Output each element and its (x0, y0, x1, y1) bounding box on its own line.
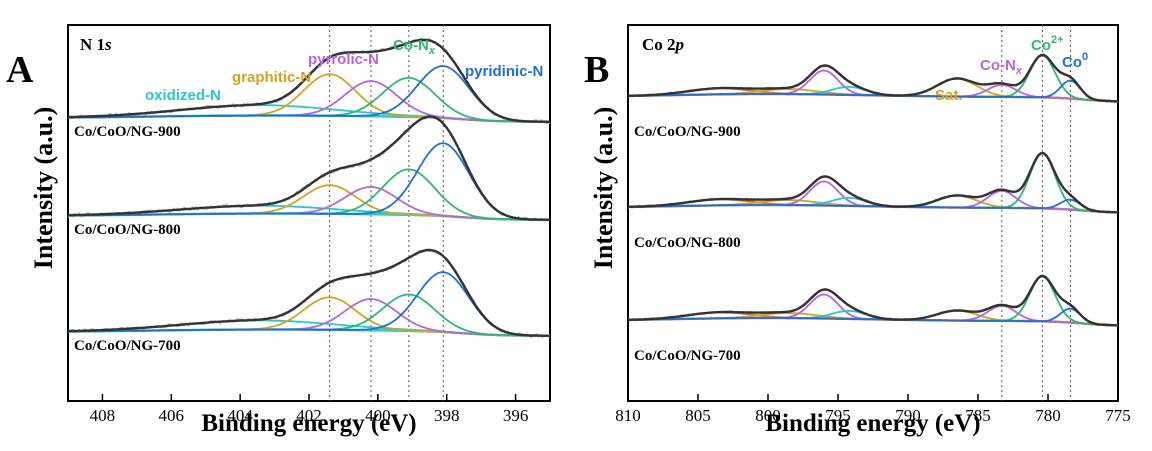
fit-envelope-line (628, 151, 1119, 214)
fit-envelope-line (68, 38, 550, 123)
fit-envelope-line (67, 115, 551, 221)
peak-label: Co-Nx (980, 57, 1023, 77)
panel-b-xlabel: Binding energy (eV) (765, 410, 980, 437)
panel-b-ylabel: Intensity (a.u.) (589, 107, 618, 270)
x-tick-label: 775 (1105, 406, 1131, 425)
x-tick-label: 780 (1035, 406, 1061, 425)
x-tick-label: 790 (895, 406, 921, 425)
panel-a-plot-area: 408 406 404 402 400 398 396 Co/CoO/NG-900 Co/CoO… (67, 25, 551, 425)
x-tick-label: 800 (755, 406, 781, 425)
x-tick-label: 402 (296, 406, 322, 425)
x-tick-label: 406 (159, 406, 185, 425)
x-tick-label: 398 (434, 406, 460, 425)
sample-label: Co/CoO/NG-700 (634, 348, 741, 364)
fit-envelope-line (628, 53, 1119, 103)
panel-a-xlabel: Binding energy (eV) (201, 410, 416, 437)
sample-label: Co/CoO/NG-900 (74, 124, 181, 140)
peak-label: Sat. (935, 87, 963, 104)
raw-data-line (67, 248, 551, 339)
peak-label: pyrrolic-N (308, 51, 379, 68)
fit-component-7 (628, 79, 1119, 103)
panel-b-title: Co 2p (642, 35, 684, 54)
sample-label: Co/CoO/NG-700 (74, 338, 181, 354)
peak-label: oxidized-N (145, 87, 221, 104)
fit-component-7 (628, 198, 1119, 214)
fit-component-4 (68, 142, 550, 221)
x-tick-label: 400 (365, 406, 391, 425)
panel-b-plot-area: 810 805 800 795 790 785 780 775 Co/CoO/NG-900 Co/… (615, 25, 1131, 425)
x-tick-label: 408 (90, 406, 116, 425)
x-tick-label: 810 (615, 406, 641, 425)
sample-label: Co/CoO/NG-900 (634, 124, 741, 140)
x-tick-label: 795 (825, 406, 851, 425)
panel-b-letter: B (584, 49, 609, 91)
x-tick-label: 805 (685, 406, 711, 425)
panel-a-title: N 1s (80, 35, 112, 54)
peak-label: pyridinic-N (465, 63, 543, 80)
panel-a-ylabel: Intensity (a.u.) (29, 107, 58, 270)
peak-label: Co2+ (1031, 34, 1064, 54)
peak-label: graphitic-N (232, 69, 311, 86)
x-tick-label: 404 (227, 406, 253, 425)
fit-envelope-line (68, 248, 550, 337)
fit-component-4 (68, 271, 550, 337)
peak-label: Co0 (1062, 51, 1088, 71)
peak-label: Co-Nx (393, 37, 436, 57)
sample-label: Co/CoO/NG-800 (74, 222, 181, 238)
panel-a-letter: A (6, 49, 34, 91)
fit-component-7 (628, 307, 1119, 327)
x-tick-label: 785 (965, 406, 991, 425)
panel-b-plot-frame (627, 24, 1119, 402)
sample-label: Co/CoO/NG-800 (634, 235, 741, 251)
x-tick-label: 396 (503, 406, 529, 425)
fit-envelope-line (628, 274, 1119, 327)
fit-component-4 (68, 65, 550, 123)
